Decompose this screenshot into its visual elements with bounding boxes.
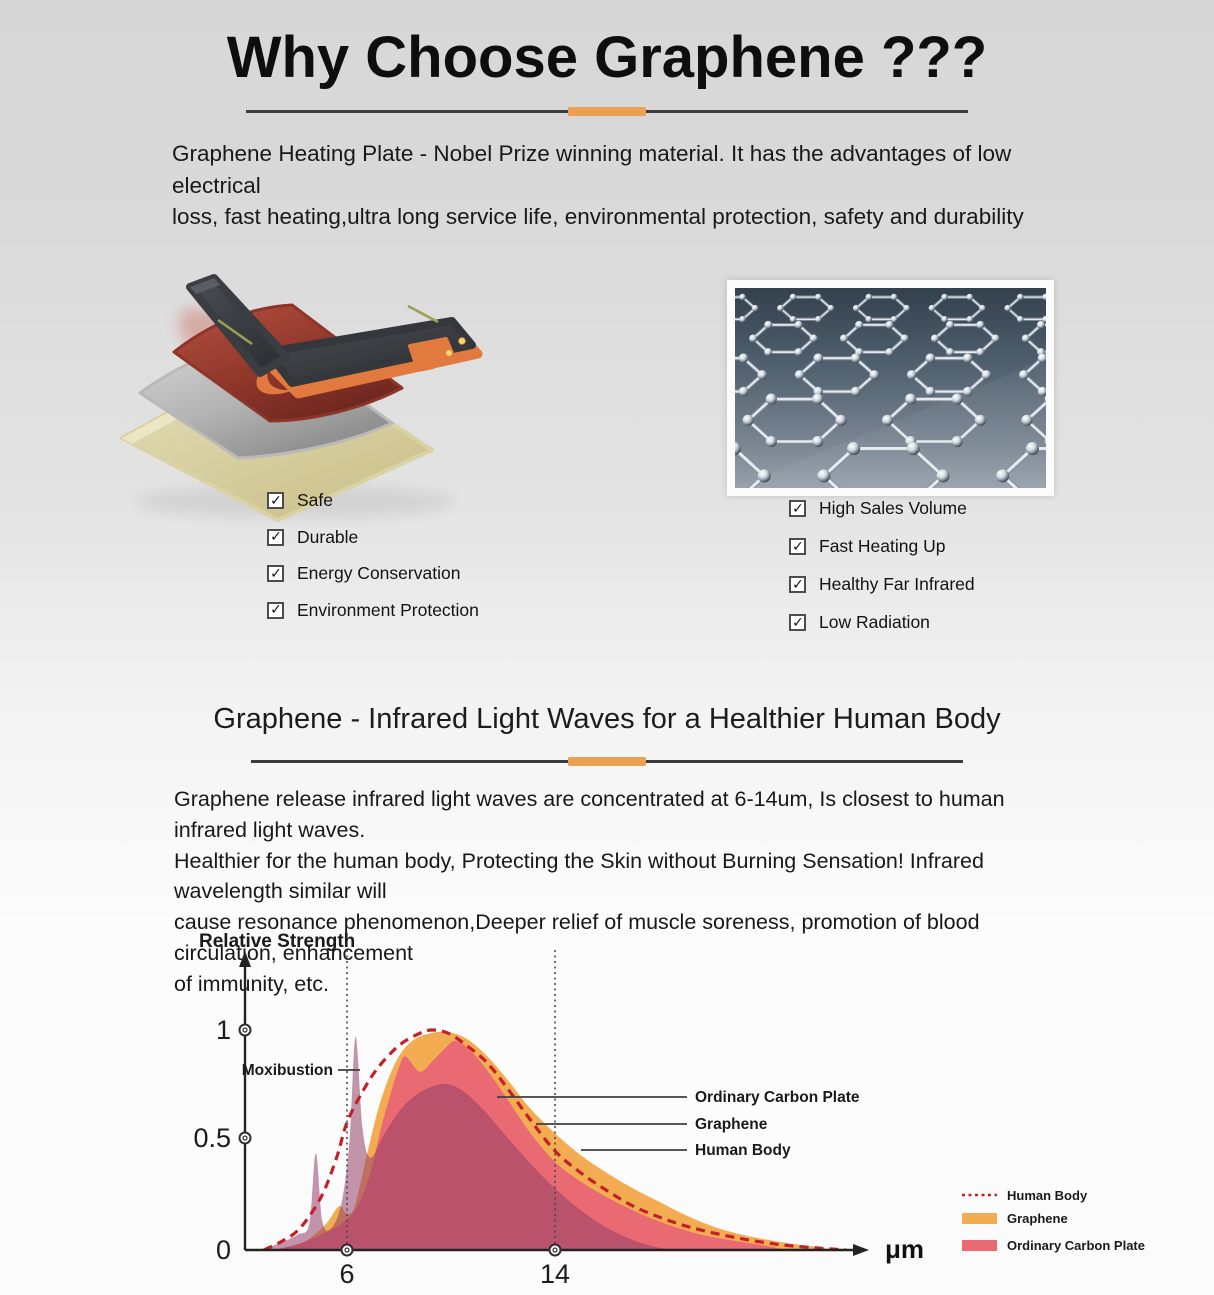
chart-series-group bbox=[258, 1028, 847, 1250]
intro-paragraph: Graphene Heating Plate - Nobel Prize win… bbox=[172, 138, 1056, 233]
legend-label-human-body: Human Body bbox=[1007, 1188, 1088, 1203]
check-icon: ✓ bbox=[792, 613, 804, 630]
x-axis-unit: μm bbox=[885, 1234, 924, 1264]
y-tick-label-05: 0.5 bbox=[193, 1123, 231, 1153]
feature-label: Environment Protection bbox=[297, 599, 479, 620]
chart-svg: Relative Strength 1 0.5 0 6 14 μm Moxibu… bbox=[193, 931, 1145, 1289]
feature-list-right: ✓ High Sales Volume ✓ Fast Heating Up ✓ … bbox=[789, 498, 975, 652]
chart-legend: Human Body Graphene Ordinary Carbon Plat… bbox=[962, 1188, 1145, 1253]
feature-item: ✓ Durable bbox=[267, 526, 479, 547]
x-tick-6-inner bbox=[344, 1247, 350, 1253]
checkbox-checked: ✓ bbox=[267, 565, 284, 582]
x-tick-14 bbox=[548, 1243, 562, 1257]
check-icon: ✓ bbox=[270, 528, 282, 544]
accent-chip bbox=[568, 757, 646, 766]
legend-swatch-carbon bbox=[962, 1240, 997, 1251]
section-divider bbox=[251, 757, 963, 766]
x-axis-arrow bbox=[853, 1244, 869, 1256]
lattice-bonds bbox=[735, 293, 1046, 488]
y-tick-label-0: 0 bbox=[216, 1235, 231, 1265]
y-axis-title: Relative Strength bbox=[199, 931, 355, 952]
section-title: Graphene - Infrared Light Waves for a He… bbox=[213, 703, 1001, 735]
check-icon: ✓ bbox=[270, 564, 282, 581]
checkbox-checked: ✓ bbox=[267, 492, 284, 509]
checkbox-checked: ✓ bbox=[267, 601, 284, 619]
plate-top-flat bbox=[264, 317, 476, 387]
y-tick-1 bbox=[238, 1023, 252, 1037]
feature-item: ✓ Healthy Far Infrared bbox=[789, 574, 975, 594]
accent-chip bbox=[568, 107, 646, 116]
y-tick-label-1: 1 bbox=[216, 1015, 231, 1045]
section-paragraph: Graphene release infrared light waves ar… bbox=[174, 784, 1054, 1000]
body-line: cause resonance phenomenon,Deeper relief… bbox=[174, 910, 980, 965]
y-tick-1-inner bbox=[242, 1027, 248, 1033]
checkbox-checked: ✓ bbox=[789, 538, 806, 555]
x-tick-6 bbox=[340, 1243, 354, 1257]
feature-label: Healthy Far Infrared bbox=[819, 574, 975, 594]
feature-item: ✓ Environment Protection bbox=[267, 599, 479, 620]
contact-dot bbox=[458, 337, 466, 345]
infrared-wavelength-chart: Relative Strength 1 0.5 0 6 14 μm Moxibu… bbox=[185, 925, 1214, 1295]
graphene-structure-image bbox=[727, 280, 1054, 496]
heating-plate-illustration bbox=[120, 274, 483, 522]
body-line: of immunity, etc. bbox=[174, 971, 329, 996]
legend-label-carbon: Ordinary Carbon Plate bbox=[1007, 1238, 1145, 1253]
graphene-annotation: Graphene bbox=[695, 1116, 768, 1133]
graphene-lattice bbox=[735, 288, 1046, 488]
trace-line bbox=[217, 318, 253, 346]
plate-hook-tab bbox=[408, 337, 454, 372]
heating-plate-image bbox=[100, 230, 605, 528]
feature-item: ✓ Safe bbox=[267, 490, 479, 510]
y-tick-05-inner bbox=[242, 1135, 248, 1141]
check-icon: ✓ bbox=[792, 499, 804, 516]
contact-dot bbox=[445, 349, 453, 357]
feature-label: Energy Conservation bbox=[297, 563, 461, 583]
checkbox-checked: ✓ bbox=[789, 500, 806, 517]
legend-label-graphene: Graphene bbox=[1007, 1211, 1068, 1226]
check-icon: ✓ bbox=[270, 491, 282, 508]
page-title: Why Choose Graphene ??? bbox=[226, 25, 988, 90]
feature-label: Fast Heating Up bbox=[819, 536, 946, 556]
feature-label: Safe bbox=[297, 490, 333, 510]
x-tick-14-inner bbox=[552, 1247, 558, 1253]
feature-item: ✓ Low Radiation bbox=[789, 612, 975, 632]
y-axis-arrow bbox=[239, 951, 251, 967]
check-icon: ✓ bbox=[792, 537, 804, 554]
title-divider bbox=[246, 107, 968, 116]
feature-item: ✓ Energy Conservation bbox=[267, 563, 479, 583]
plate-wing-highlight bbox=[190, 278, 220, 294]
human-body-annotation: Human Body bbox=[695, 1142, 791, 1159]
y-tick-05 bbox=[238, 1131, 252, 1145]
check-icon: ✓ bbox=[270, 601, 282, 617]
checkbox-checked: ✓ bbox=[267, 528, 284, 546]
feature-label: High Sales Volume bbox=[819, 498, 967, 518]
plate-orange-curl bbox=[256, 370, 298, 395]
checkbox-checked: ✓ bbox=[789, 614, 806, 631]
x-tick-label-14: 14 bbox=[540, 1259, 570, 1289]
feature-label: Low Radiation bbox=[819, 612, 930, 632]
feature-item: ✓ High Sales Volume bbox=[789, 498, 975, 518]
feature-item: ✓ Fast Heating Up bbox=[789, 536, 975, 556]
human-body-series-line bbox=[263, 1028, 847, 1250]
feature-label: Durable bbox=[297, 526, 359, 547]
body-line: Healthier for the human body, Protecting… bbox=[174, 848, 984, 904]
carbon-annotation: Ordinary Carbon Plate bbox=[695, 1089, 860, 1106]
moxibustion-series-area bbox=[258, 1036, 672, 1250]
checkbox-checked: ✓ bbox=[789, 576, 806, 593]
intro-line: Graphene Heating Plate - Nobel Prize win… bbox=[172, 141, 1012, 198]
trace-line bbox=[407, 304, 439, 324]
check-icon: ✓ bbox=[792, 575, 804, 592]
feature-list-left: ✓ Safe ✓ Durable ✓ Energy Conservation ✓… bbox=[267, 490, 479, 638]
moxibustion-label: Moxibustion bbox=[242, 1062, 333, 1079]
legend-swatch-graphene bbox=[962, 1213, 997, 1224]
x-tick-label-6: 6 bbox=[339, 1259, 354, 1289]
body-line: Graphene release infrared light waves ar… bbox=[174, 787, 1005, 842]
intro-line: loss, fast heating,ultra long service li… bbox=[172, 204, 1024, 229]
